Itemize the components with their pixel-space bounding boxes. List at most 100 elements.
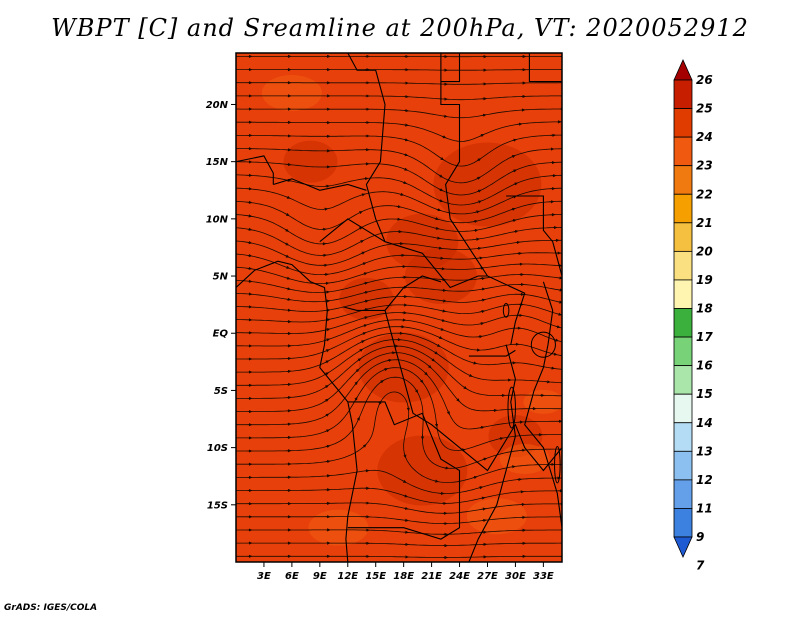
lon-tick-label: 18E	[393, 571, 414, 582]
streamline-arrow	[439, 156, 445, 161]
streamline-arrow	[285, 212, 290, 217]
streamline-arrow	[510, 465, 516, 469]
streamline-arrow	[414, 388, 419, 394]
streamline-arrow	[355, 368, 360, 373]
streamline-arrow	[383, 368, 389, 372]
streamline-arrow	[356, 416, 360, 422]
border-line	[384, 310, 562, 472]
streamline-arrow	[285, 195, 291, 199]
lat-tick-label: 15N	[206, 157, 229, 168]
map-title: WBPT [C] and Sreamline at 200hPa, VT: 20…	[51, 14, 749, 42]
colorbar-swatch	[673, 308, 693, 338]
streamline	[236, 359, 562, 430]
streamline-arrow	[354, 396, 358, 402]
streamline-arrow	[434, 479, 439, 483]
streamline-arrow	[468, 373, 473, 377]
streamline-arrow	[247, 227, 253, 231]
colorbar-label: 23	[696, 159, 713, 173]
colorbar-label: 13	[696, 444, 713, 458]
streamline-arrow	[325, 459, 331, 464]
lon-tick-label: 24E	[449, 571, 470, 582]
streamline-arrow	[440, 318, 446, 322]
colorbar-label: 9	[696, 530, 704, 544]
streamline-arrow	[396, 204, 402, 209]
border-line	[440, 53, 461, 83]
streamline-arrow	[247, 254, 253, 258]
streamline-arrow	[325, 444, 331, 448]
border-line	[440, 53, 526, 345]
streamline-arrow	[481, 113, 487, 117]
streamline-arrow	[419, 379, 424, 384]
colorbar-label: 14	[696, 416, 713, 430]
streamline-arrow	[498, 437, 504, 441]
streamline-arrow	[284, 254, 290, 258]
plot-frame	[235, 52, 563, 563]
streamline-arrow	[284, 228, 290, 232]
colorbar-top-arrow	[673, 59, 693, 81]
streamline-arrow	[473, 219, 479, 224]
streamline-arrow	[473, 228, 479, 232]
lake-outline	[507, 386, 516, 429]
streamline-arrow	[399, 192, 405, 196]
streamline-arrow	[424, 371, 428, 376]
colorbar-label: 22	[696, 187, 713, 201]
streamline-arrow	[360, 251, 366, 255]
streamline-arrow	[557, 312, 562, 316]
colorbar-label: 11	[696, 501, 713, 515]
colorbar-label: 15	[696, 387, 713, 401]
streamline-arrow	[361, 332, 367, 336]
streamline-arrow	[325, 338, 331, 342]
colorbar: 26 25 24 23 22 21 20 19 18 17 16 15 14 13 12 11 9 7	[673, 59, 713, 573]
streamline-arrow	[360, 340, 366, 344]
colorbar-swatch	[673, 479, 693, 509]
streamline-arrow	[555, 325, 561, 329]
colorbar-swatch	[673, 279, 693, 309]
lon-axis: 3E 6E 9E 12E 15E 18E 21E 24E 27E 30E 33E	[257, 562, 554, 582]
streamline-arrow	[441, 135, 447, 139]
cool-patch	[308, 509, 369, 546]
colorbar-label: 25	[696, 102, 713, 116]
streamline-arrow	[360, 193, 366, 197]
streamline-arrow	[359, 240, 365, 244]
streamline	[236, 376, 562, 469]
streamline-arrow	[478, 486, 484, 490]
streamline-arrow	[406, 405, 410, 412]
streamline-arrow	[285, 276, 291, 280]
streamline-arrow	[480, 287, 486, 291]
cool-patch	[261, 75, 322, 112]
lat-tick-label: EQ	[213, 329, 229, 340]
warm-patch	[433, 142, 542, 227]
lat-axis: 20N 15N 10N 5N EQ 5S 10S 15S	[206, 100, 236, 511]
streamline-arrow	[479, 425, 485, 430]
border-line	[236, 155, 274, 185]
warm-patch	[283, 140, 338, 183]
streamline-arrow	[513, 182, 519, 186]
streamline-arrow	[324, 360, 330, 364]
streamline-arrow	[436, 208, 442, 212]
colorbar-label: 18	[696, 302, 713, 316]
lat-tick-label: 10N	[206, 214, 229, 225]
streamline-arrow	[511, 155, 516, 159]
streamline-arrow	[357, 358, 362, 362]
streamline-arrow	[439, 327, 445, 331]
streamline-arrow	[403, 453, 407, 459]
colorbar-label: 17	[696, 330, 713, 344]
country-borders	[236, 53, 562, 562]
streamline-arrow	[427, 364, 432, 369]
streamline-arrow	[480, 496, 486, 500]
streamline-arrow	[479, 322, 485, 326]
streamline-arrow	[363, 281, 369, 285]
lake-outline	[502, 303, 510, 318]
streamline-arrow	[433, 351, 439, 355]
colorbar-swatch	[673, 222, 693, 252]
streamline-arrow	[434, 217, 440, 221]
streamline-arrow	[286, 297, 292, 301]
streamline-arrow	[354, 381, 358, 386]
streamline-arrow	[325, 429, 330, 433]
streamline-arrow	[430, 358, 436, 362]
streamline-arrow	[324, 413, 330, 417]
colorbar-label: 12	[696, 473, 713, 487]
border-line	[319, 218, 488, 289]
streamline-arrow	[402, 180, 408, 184]
